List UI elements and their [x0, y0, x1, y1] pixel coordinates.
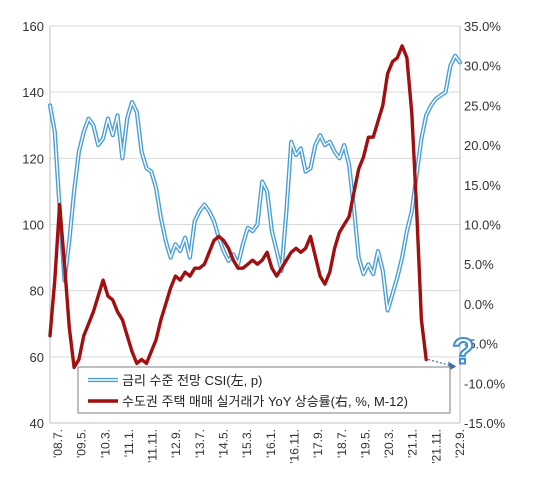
x-tick-label: '12.9.: [169, 429, 183, 458]
annotation-question-mark: ?: [452, 330, 474, 371]
x-tick-label: '17.9.: [311, 429, 325, 458]
y-right-tick-label: -15.0%: [464, 416, 506, 431]
y-right-tick-label: -10.0%: [464, 376, 506, 391]
y-left-tick-label: 60: [30, 350, 44, 365]
x-tick-label: '21.1.: [406, 429, 420, 458]
x-tick-label: '16.1.: [264, 429, 278, 458]
y-right-tick-label: 5.0%: [464, 257, 494, 272]
y-right-tick-label: 30.0%: [464, 59, 501, 74]
x-tick-label: '13.7.: [193, 429, 207, 458]
x-tick-label: '19.5.: [358, 429, 372, 458]
y-left-tick-label: 100: [22, 218, 44, 233]
y-left-tick-label: 160: [22, 19, 44, 34]
x-tick-label: '11.1.: [122, 429, 136, 457]
x-tick-label: '16.11.: [287, 429, 301, 464]
x-tick-label: '10.3.: [98, 429, 112, 458]
annotation-arrow: [428, 358, 451, 367]
y-right-tick-label: -5.0%: [464, 337, 498, 352]
x-tick-label: '11.11.: [146, 429, 160, 463]
y-right-tick-label: 25.0%: [464, 98, 501, 113]
x-tick-label: '08.7.: [51, 429, 65, 458]
annotation-layer: ?: [428, 329, 475, 372]
x-tick-label: '21.11.: [429, 429, 443, 464]
x-tick-label: '15.3.: [240, 429, 254, 458]
series-line-interest-csi-inner: [49, 55, 461, 312]
legend-label-interest-csi: 금리 수준 전망 CSI(左, p): [122, 373, 262, 388]
axes: 40 60 80 100 120 140 160 -15.0% -10.0% -5.0% 0.0% 5…: [22, 19, 505, 464]
y-right-tick-label: 15.0%: [464, 178, 501, 193]
legend: 금리 수준 전망 CSI(左, p) 수도권 주택 매매 실거래가 YoY 상승…: [77, 366, 451, 414]
series-layer: [47, 44, 463, 370]
legend-label-housing-yoy: 수도권 주택 매매 실거래가 YoY 상승률(右, %, M-12): [122, 394, 408, 409]
y-right-tick-label: 10.0%: [464, 218, 501, 233]
x-tick-label: '14.5.: [217, 429, 231, 458]
x-tick-label: '09.5.: [75, 429, 89, 458]
gridlines: [50, 25, 460, 424]
y-left-tick-label: 140: [22, 85, 44, 100]
y-right-tick-label: 20.0%: [464, 138, 501, 153]
x-tick-label: '20.3.: [382, 429, 396, 458]
x-tick-label: '18.7.: [335, 429, 349, 458]
y-right-tick-label: 35.0%: [464, 19, 501, 34]
y-left-tick-label: 120: [22, 151, 44, 166]
y-left-tick-label: 80: [30, 284, 44, 299]
series-line-housing-yoy: [48, 44, 428, 370]
legend-box: [77, 366, 451, 414]
y-left-tick-label: 40: [30, 416, 44, 431]
x-tick-label: '22.9.: [453, 429, 467, 458]
y-right-tick-label: 0.0%: [464, 297, 494, 312]
